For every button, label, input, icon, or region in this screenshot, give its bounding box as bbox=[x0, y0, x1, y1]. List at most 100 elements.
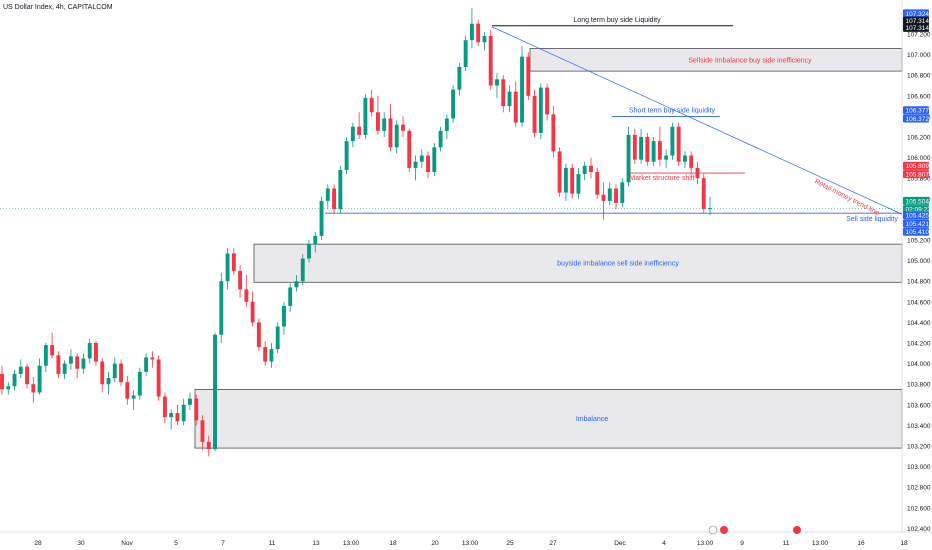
candle-body bbox=[589, 165, 593, 173]
candle bbox=[451, 85, 456, 123]
candle-body bbox=[200, 420, 205, 442]
x-tick-label: 13:00 bbox=[343, 540, 360, 547]
candle-body bbox=[507, 91, 512, 107]
candle bbox=[520, 46, 524, 127]
candle-body bbox=[100, 361, 105, 385]
candle-body bbox=[632, 134, 637, 160]
zones-layer: Sellside Imbalance buy side inefficiency… bbox=[194, 48, 903, 449]
candle bbox=[31, 376, 36, 403]
candle bbox=[488, 29, 493, 90]
candle-body bbox=[37, 365, 42, 393]
candle-body bbox=[676, 126, 681, 162]
candle-body bbox=[68, 356, 73, 364]
candle bbox=[213, 332, 217, 452]
event-icons bbox=[708, 525, 801, 535]
candle-body bbox=[444, 118, 449, 131]
candle-body bbox=[689, 155, 694, 168]
candle bbox=[495, 73, 499, 98]
candle-body bbox=[275, 326, 280, 350]
candle bbox=[563, 163, 568, 201]
candle-body bbox=[570, 167, 575, 194]
y-tick-label: 104.400 bbox=[907, 320, 931, 327]
candle bbox=[188, 392, 192, 410]
price-badge-text: 107.314 bbox=[906, 18, 930, 25]
x-tick-label: Nov bbox=[121, 540, 133, 547]
candle bbox=[632, 128, 637, 164]
time-axis[interactable]: 28 30 Nov 5 7 11 13 13:00 18 20 13:00 25 27 Dec 4 13:00… bbox=[34, 540, 908, 547]
candle bbox=[250, 291, 255, 327]
candle-body bbox=[682, 155, 687, 162]
x-tick-label: 11 bbox=[269, 540, 276, 547]
candle bbox=[545, 83, 550, 121]
candle bbox=[119, 359, 123, 387]
candle-body bbox=[106, 378, 111, 385]
candle-body bbox=[188, 398, 192, 405]
candle bbox=[106, 371, 111, 395]
candle-body bbox=[294, 281, 299, 288]
x-tick-label: Dec bbox=[614, 540, 626, 547]
info-icon[interactable] bbox=[708, 525, 718, 535]
candle bbox=[350, 122, 355, 148]
y-tick-label: 106.800 bbox=[907, 73, 931, 80]
candle bbox=[501, 75, 506, 113]
candle-body bbox=[357, 126, 362, 135]
candle-body bbox=[401, 124, 405, 131]
y-tick-label: 102.400 bbox=[907, 526, 931, 533]
candle bbox=[639, 128, 644, 164]
candle-body bbox=[451, 89, 456, 119]
candles-layer bbox=[0, 8, 712, 457]
x-tick-label: 11 bbox=[783, 540, 790, 547]
candle bbox=[112, 357, 117, 383]
candle bbox=[37, 358, 42, 395]
y-tick-label: 104.800 bbox=[907, 279, 931, 286]
y-tick-label: 106.000 bbox=[907, 155, 931, 162]
candle-body bbox=[319, 200, 324, 236]
price-badge-bg bbox=[903, 211, 929, 220]
price-badge: 107.314 bbox=[903, 23, 929, 32]
candle bbox=[256, 318, 261, 352]
candle bbox=[664, 149, 669, 168]
candle bbox=[426, 151, 430, 179]
candle-body bbox=[419, 155, 424, 162]
candle bbox=[137, 367, 142, 400]
y-tick-label: 104.200 bbox=[907, 341, 931, 348]
candle-body bbox=[363, 97, 368, 135]
us-flag-icon[interactable] bbox=[793, 526, 801, 534]
candle bbox=[282, 301, 286, 335]
y-tick-label: 103.800 bbox=[907, 382, 931, 389]
price-axis[interactable]: 107.200107.000106.800106.600106.400106.2… bbox=[907, 32, 931, 533]
candle-body bbox=[31, 384, 36, 393]
y-tick-label: 102.600 bbox=[907, 505, 931, 512]
candle-body bbox=[62, 363, 67, 374]
y-tick-label: 103.400 bbox=[907, 423, 931, 430]
candle bbox=[194, 394, 199, 426]
candle-body bbox=[175, 413, 180, 422]
zone-label: Sellside Imbalance buy side inefficiency bbox=[688, 57, 812, 64]
candle-body bbox=[532, 95, 537, 133]
candle-body bbox=[137, 371, 142, 396]
candle bbox=[532, 89, 537, 137]
us-flag-icon[interactable] bbox=[720, 526, 728, 534]
candle bbox=[595, 167, 600, 199]
x-tick-label: 5 bbox=[174, 540, 178, 547]
x-tick-label: 18 bbox=[900, 540, 908, 547]
price-badge: 105.410 bbox=[903, 227, 929, 236]
candle-body bbox=[338, 169, 343, 210]
candle-body bbox=[664, 155, 669, 160]
candle-body bbox=[156, 359, 161, 397]
price-badges: 107.324107.314107.314106.377106.372105.8… bbox=[903, 9, 931, 236]
candle-body bbox=[432, 147, 437, 173]
candle bbox=[476, 19, 481, 47]
price-badge-text: 105.809 bbox=[906, 163, 930, 170]
candle-body bbox=[501, 79, 506, 107]
candle-body bbox=[194, 398, 199, 421]
candle-body bbox=[87, 343, 92, 359]
x-tick-label: 30 bbox=[77, 540, 85, 547]
candle bbox=[25, 363, 30, 389]
candle bbox=[12, 369, 17, 391]
x-tick-label: 13:00 bbox=[812, 540, 829, 547]
y-tick-label: 107.000 bbox=[907, 52, 931, 59]
candle bbox=[369, 89, 374, 117]
y-tick-label: 106.600 bbox=[907, 93, 931, 100]
